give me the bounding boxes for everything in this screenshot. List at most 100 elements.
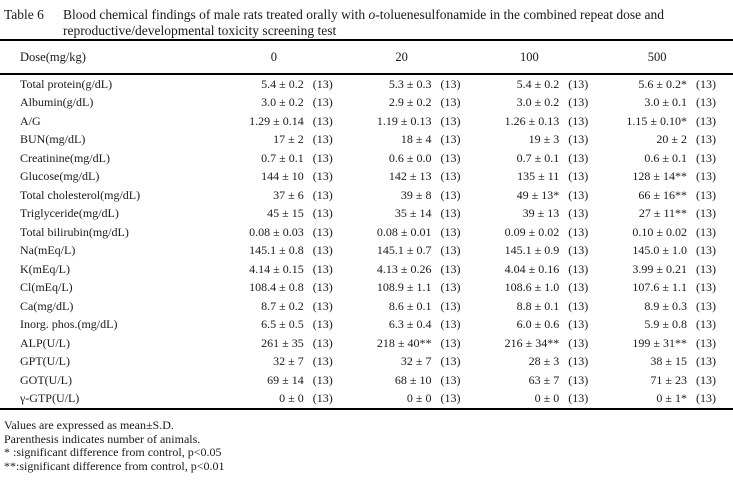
value-cell: 71 ± 23 (13) <box>605 373 733 388</box>
table-body: Total protein(g/dL) 5.4 ± 0.2 (13) 5.3 ± 0.… <box>0 75 733 408</box>
animal-count: (13) <box>696 113 716 128</box>
value-cell: 0 ± 1* (13) <box>605 391 733 406</box>
mean-sd-value: 261 ± 35 <box>261 335 304 350</box>
value-cell: 108.6 ± 1.0 (13) <box>478 280 606 295</box>
header-dose-100: 100 <box>520 49 539 64</box>
animal-count: (13) <box>312 354 333 369</box>
mean-sd-value: 145.1 ± 0.8 <box>249 243 304 258</box>
mean-sd-value: 1.19 ± 0.13 <box>376 113 432 128</box>
mean-sd-value: 17 ± 2 <box>273 132 304 147</box>
animal-count: (13) <box>696 224 716 239</box>
value-cell: 8.8 ± 0.1 (13) <box>478 299 606 314</box>
value-cell: 261 ± 35 (13) <box>222 336 350 351</box>
row-label: Albumin(g/dL) <box>20 95 94 110</box>
value-cell: 145.1 ± 0.9 (13) <box>478 243 606 258</box>
value-cell: 0.09 ± 0.02 (13) <box>478 225 606 240</box>
mean-sd-value: 0.6 ± 0.1 <box>644 150 687 165</box>
footnote-parenthesis: Parenthesis indicates number of animals. <box>4 431 201 446</box>
animal-count: (13) <box>568 391 589 406</box>
header-rule <box>0 73 733 75</box>
table-row: Total cholesterol(mg/dL) 37 ± 6 (13) 39 ± 8… <box>0 186 733 205</box>
mean-sd-value: 0 ± 0 <box>534 391 560 406</box>
footnote-mean-sd: Values are expressed as mean±S.D. <box>4 418 174 432</box>
mean-sd-value: 39 ± 13 <box>522 206 560 221</box>
value-cell: 39 ± 8 (13) <box>350 188 478 203</box>
table-row: GOT(U/L) 69 ± 14 (13) 68 ± 10 (13) 63 ± 7 (13)… <box>0 371 733 390</box>
value-cell: 5.6 ± 0.2* (13) <box>605 77 733 92</box>
table-row: Creatinine(mg/dL) 0.7 ± 0.1 (13) 0.6 ± 0.0 (… <box>0 149 733 168</box>
mean-sd-value: 108.4 ± 0.8 <box>249 280 304 295</box>
animal-count: (13) <box>440 169 461 184</box>
mean-sd-value: 0.08 ± 0.03 <box>249 224 304 239</box>
mean-sd-value: 68 ± 10 <box>394 372 432 387</box>
mean-sd-value: 5.4 ± 0.2 <box>516 76 560 91</box>
mean-sd-value: 107.6 ± 1.1 <box>632 280 687 295</box>
mean-sd-value: 27 ± 11** <box>638 206 687 221</box>
mean-sd-value: 1.26 ± 0.13 <box>504 113 560 128</box>
row-label: Total protein(g/dL) <box>20 76 113 91</box>
table-row: Glucose(mg/dL) 144 ± 10 (13) 142 ± 13 (13) 13… <box>0 168 733 187</box>
value-cell: 37 ± 6 (13) <box>222 188 350 203</box>
value-cell: 6.5 ± 0.5 (13) <box>222 317 350 332</box>
mean-sd-value: 8.7 ± 0.2 <box>261 298 304 313</box>
mean-sd-value: 0 ± 1* <box>656 391 687 406</box>
animal-count: (13) <box>568 150 589 165</box>
table-title-text-1: Blood chemical findings of male rats tre… <box>63 7 369 22</box>
animal-count: (13) <box>568 335 589 350</box>
mean-sd-value: 8.9 ± 0.3 <box>644 298 687 313</box>
mean-sd-value: 4.04 ± 0.16 <box>504 261 560 276</box>
table-row: Cl(mEq/L) 108.4 ± 0.8 (13) 108.9 ± 1.1 (13) 1… <box>0 279 733 298</box>
value-cell: 32 ± 7 (13) <box>222 354 350 369</box>
animal-count: (13) <box>440 206 461 221</box>
mean-sd-value: 145.1 ± 0.7 <box>376 243 432 258</box>
animal-count: (13) <box>440 298 461 313</box>
animal-count: (13) <box>696 95 716 110</box>
value-cell: 218 ± 40** (13) <box>350 336 478 351</box>
animal-count: (13) <box>312 132 333 147</box>
animal-count: (13) <box>440 317 461 332</box>
value-cell: 3.0 ± 0.1 (13) <box>605 95 733 110</box>
value-cell: 3.0 ± 0.2 (13) <box>222 95 350 110</box>
mean-sd-value: 3.0 ± 0.2 <box>516 95 560 110</box>
animal-count: (13) <box>440 280 461 295</box>
value-cell: 3.99 ± 0.21 (13) <box>605 262 733 277</box>
animal-count: (13) <box>312 206 333 221</box>
value-cell: 128 ± 14** (13) <box>605 169 733 184</box>
value-cell: 145.0 ± 1.0 (13) <box>605 243 733 258</box>
table-title-italic: o <box>368 7 376 22</box>
animal-count: (13) <box>440 132 461 147</box>
value-cell: 20 ± 2 (13) <box>605 132 733 147</box>
row-label: Inorg. phos.(mg/dL) <box>20 317 118 332</box>
value-cell: 0.6 ± 0.0 (13) <box>350 151 478 166</box>
mean-sd-value: 32 ± 7 <box>273 354 304 369</box>
mean-sd-value: 0.7 ± 0.1 <box>261 150 304 165</box>
mean-sd-value: 8.6 ± 0.1 <box>388 298 432 313</box>
mean-sd-value: 145.1 ± 0.9 <box>504 243 560 258</box>
row-label: Cl(mEq/L) <box>20 280 73 295</box>
animal-count: (13) <box>696 391 716 406</box>
table-caption: Table 6 Blood chemical findings of male … <box>0 0 733 39</box>
header-dose-label: Dose(mg/kg) <box>20 49 86 64</box>
value-cell: 0.7 ± 0.1 (13) <box>222 151 350 166</box>
table-row: Total bilirubin(mg/dL) 0.08 ± 0.03 (13) 0.0… <box>0 223 733 242</box>
value-cell: 0.6 ± 0.1 (13) <box>605 151 733 166</box>
table-header-row: Dose(mg/kg) 0 20 100 500 <box>0 41 733 73</box>
value-cell: 1.29 ± 0.14 (13) <box>222 114 350 129</box>
table-row: GPT(U/L) 32 ± 7 (13) 32 ± 7 (13) 28 ± 3 (13) 38… <box>0 353 733 372</box>
value-cell: 38 ± 15 (13) <box>605 354 733 369</box>
value-cell: 1.19 ± 0.13 (13) <box>350 114 478 129</box>
value-cell: 19 ± 3 (13) <box>478 132 606 147</box>
value-cell: 216 ± 34** (13) <box>478 336 606 351</box>
animal-count: (13) <box>440 372 461 387</box>
mean-sd-value: 38 ± 15 <box>650 354 687 369</box>
value-cell: 0 ± 0 (13) <box>478 391 606 406</box>
value-cell: 66 ± 16** (13) <box>605 188 733 203</box>
mean-sd-value: 3.0 ± 0.1 <box>644 95 687 110</box>
animal-count: (13) <box>568 280 589 295</box>
value-cell: 144 ± 10 (13) <box>222 169 350 184</box>
footnote-significance-005: * :significant difference from control, … <box>4 445 222 459</box>
mean-sd-value: 2.9 ± 0.2 <box>388 95 432 110</box>
animal-count: (13) <box>568 224 589 239</box>
mean-sd-value: 1.15 ± 0.10* <box>626 113 687 128</box>
